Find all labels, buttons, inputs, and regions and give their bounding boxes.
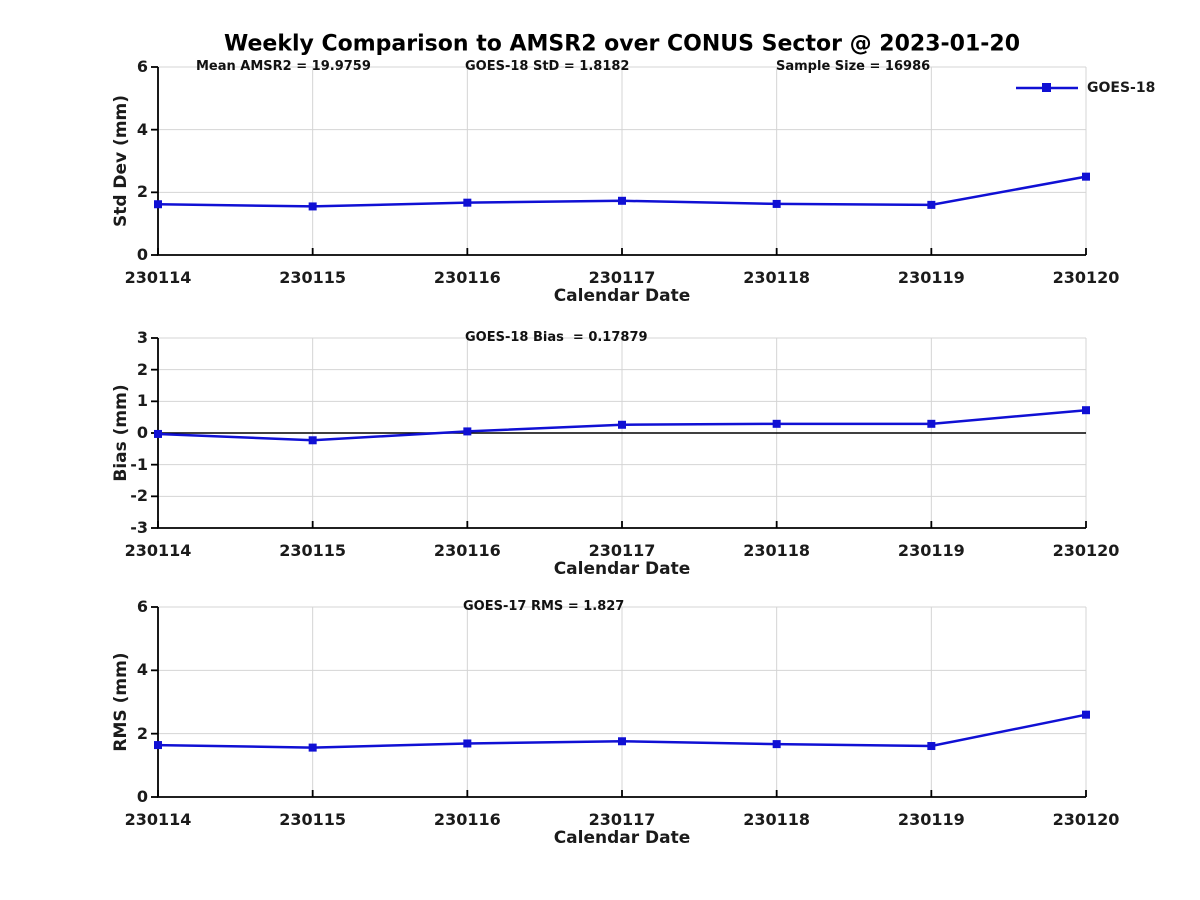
y-tick-label: 2 bbox=[136, 723, 148, 743]
y-tick-label: 0 bbox=[136, 423, 148, 442]
x-axis-label-top-panel: Calendar Date bbox=[553, 286, 691, 306]
x-tick-label: 230117 bbox=[588, 268, 656, 287]
x-tick-label: 230115 bbox=[279, 268, 347, 287]
y-tick-label: 6 bbox=[136, 57, 148, 76]
y-axis-label-bias: Bias (mm) bbox=[111, 384, 131, 482]
x-tick-label: 230118 bbox=[743, 810, 811, 829]
y-tick-label: -3 bbox=[130, 518, 148, 537]
y-tick-label: -2 bbox=[130, 486, 148, 506]
x-tick-label: 230117 bbox=[588, 810, 656, 829]
y-tick-label: 4 bbox=[136, 660, 148, 680]
annotation-goes18-std: GOES-18 StD = 1.8182 bbox=[465, 59, 630, 74]
x-tick-label: 230119 bbox=[897, 268, 965, 287]
x-tick-label: 230118 bbox=[743, 541, 811, 560]
y-tick-label: 0 bbox=[136, 787, 148, 806]
annotation-goes18-bias: GOES-18 Bias = 0.17879 bbox=[465, 330, 648, 345]
x-tick-label: 230119 bbox=[897, 810, 965, 829]
x-tick-label: 230117 bbox=[588, 541, 656, 560]
y-axis-label-rms: RMS (mm) bbox=[111, 652, 131, 752]
y-tick-label: 1 bbox=[136, 391, 148, 411]
annotation-mean-amsr2: Mean AMSR2 = 19.9759 bbox=[196, 59, 371, 74]
x-tick-label: 230115 bbox=[279, 810, 347, 829]
legend-line-marker-icon bbox=[1016, 83, 1078, 92]
y-tick-label: 0 bbox=[136, 245, 148, 264]
annotation-sample-size: Sample Size = 16986 bbox=[776, 59, 931, 74]
x-tick-label: 230116 bbox=[433, 810, 501, 829]
x-axis-label-bottom-panel: Calendar Date bbox=[553, 828, 691, 848]
x-tick-label: 230115 bbox=[279, 541, 347, 560]
x-tick-label: 230116 bbox=[433, 268, 501, 287]
legend-series-label: GOES-18 bbox=[1087, 80, 1156, 96]
x-tick-label: 230116 bbox=[433, 541, 501, 560]
y-tick-label: 3 bbox=[136, 328, 148, 347]
x-tick-label: 230114 bbox=[124, 541, 192, 560]
x-tick-label: 230120 bbox=[1052, 810, 1120, 829]
y-tick-label: -1 bbox=[130, 454, 148, 474]
y-tick-label: 2 bbox=[136, 359, 148, 379]
x-tick-label: 230120 bbox=[1052, 541, 1120, 560]
y-axis-label-std-dev: Std Dev (mm) bbox=[111, 94, 131, 228]
x-tick-label: 230114 bbox=[124, 268, 192, 287]
x-axis-label-middle-panel: Calendar Date bbox=[553, 559, 691, 579]
y-tick-label: 2 bbox=[136, 182, 148, 202]
x-tick-label: 230114 bbox=[124, 810, 192, 829]
x-tick-label: 230119 bbox=[897, 541, 965, 560]
y-tick-label: 4 bbox=[136, 119, 148, 139]
x-tick-label: 230118 bbox=[743, 268, 811, 287]
annotation-goes17-rms: GOES-17 RMS = 1.827 bbox=[463, 599, 625, 614]
y-tick-label: 6 bbox=[136, 597, 148, 616]
legend: GOES-18 bbox=[1015, 79, 1155, 97]
figure-title: Weekly Comparison to AMSR2 over CONUS Se… bbox=[224, 31, 1020, 57]
x-tick-label: 230120 bbox=[1052, 268, 1120, 287]
